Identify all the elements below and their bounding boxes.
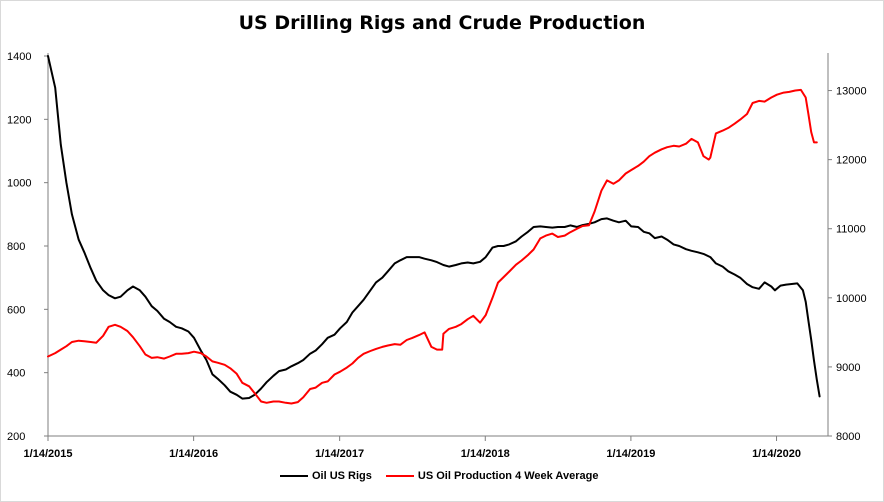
y-right-tick-label: 13000 (836, 86, 867, 98)
y-right-tick-label: 8000 (836, 431, 860, 443)
y-left-tick-label: 1200 (7, 114, 31, 126)
y-left-tick-label: 1000 (7, 178, 31, 190)
legend-label-oil-rigs: Oil US Rigs (312, 470, 372, 482)
legend-swatch-oil-production (385, 475, 414, 477)
y-left-tick-label: 1400 (7, 51, 31, 63)
x-tick-label: 1/14/2018 (461, 448, 510, 460)
legend-item-oil-rigs: Oil US Rigs (280, 470, 372, 482)
series-line-oil-rigs (47, 55, 821, 400)
x-tick-label: 1/14/2019 (606, 448, 655, 460)
x-tick-label: 1/14/2017 (315, 448, 364, 460)
y-right-tick-label: 10000 (836, 293, 867, 305)
y-right-tick-label: 11000 (836, 224, 866, 236)
x-tick-label: 1/14/2015 (24, 448, 73, 460)
legend-label-oil-production: US Oil Production 4 Week Average (417, 470, 599, 482)
y-right-tick-label: 9000 (836, 362, 860, 374)
x-tick-label: 1/14/2016 (169, 448, 218, 460)
y-left-tick-label: 200 (7, 431, 25, 443)
chart-legend: Oil US Rigs US Oil Production 4 Week Ave… (280, 470, 612, 482)
y-left-tick-label: 800 (7, 241, 25, 253)
chart-title: US Drilling Rigs and Crude Production (238, 12, 646, 34)
y-left-tick-label: 400 (7, 368, 25, 380)
series-line-oil-production (47, 88, 818, 405)
x-tick-label: 1/14/2020 (752, 448, 801, 460)
legend-swatch-oil-rigs (280, 475, 308, 477)
y-left-tick-label: 600 (7, 304, 25, 316)
legend-item-oil-production: US Oil Production 4 Week Average (385, 470, 599, 482)
y-right-tick-label: 12000 (836, 155, 867, 167)
